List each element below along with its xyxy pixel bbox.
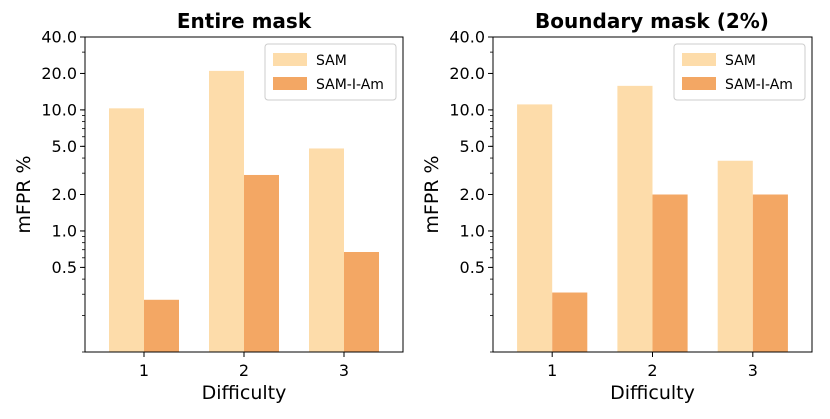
x-axis-label: Difficulty bbox=[610, 382, 695, 404]
x-tick-label: 1 bbox=[139, 361, 149, 380]
y-tick-label: 0.5 bbox=[52, 258, 77, 277]
y-tick-label: 1.0 bbox=[52, 221, 77, 240]
y-tick-label: 5.0 bbox=[52, 137, 77, 156]
bar-sam-difficulty-2 bbox=[617, 85, 653, 352]
y-tick-label: 10.0 bbox=[41, 100, 77, 119]
legend-label: SAM bbox=[725, 53, 756, 69]
bar-sam-difficulty-3 bbox=[717, 160, 753, 352]
chart-panel-1: 40.0 20.0 10.0 5.0 2.0 1.0 0.5 1 2 3 Entire mask Di… bbox=[13, 9, 404, 404]
y-tick-label: 20.0 bbox=[41, 64, 77, 83]
bar-sam-difficulty-1 bbox=[109, 108, 144, 352]
y-tick-label: 10.0 bbox=[449, 100, 485, 119]
x-tick-label: 2 bbox=[239, 361, 249, 380]
bar-sam-i-am-difficulty-2 bbox=[652, 194, 688, 352]
legend-label: SAM-I-Am bbox=[316, 77, 384, 93]
y-tick-label: 1.0 bbox=[460, 221, 485, 240]
legend-swatch-sam-i-am bbox=[682, 77, 716, 90]
y-tick-label: 20.0 bbox=[449, 64, 485, 83]
x-tick-label: 2 bbox=[647, 361, 657, 380]
legend-swatch-sam bbox=[682, 53, 716, 66]
bar-sam-i-am-difficulty-2 bbox=[244, 174, 279, 352]
y-tick-label: 2.0 bbox=[460, 185, 485, 204]
y-tick-label: 5.0 bbox=[460, 137, 485, 156]
legend-label: SAM bbox=[316, 53, 347, 69]
x-tick-label: 1 bbox=[547, 361, 557, 380]
bar-sam-i-am-difficulty-3 bbox=[344, 252, 379, 352]
bar-sam-i-am-difficulty-1 bbox=[144, 299, 179, 352]
y-tick-label: 0.5 bbox=[460, 258, 485, 277]
bar-sam-i-am-difficulty-3 bbox=[752, 194, 788, 352]
x-axis-label: Difficulty bbox=[202, 382, 287, 404]
y-axis-label: mFPR % bbox=[13, 155, 35, 233]
x-tick-label: 3 bbox=[339, 361, 349, 380]
legend-label: SAM-I-Am bbox=[725, 77, 793, 93]
bar-sam-difficulty-1 bbox=[517, 104, 553, 353]
y-tick-label: 40.0 bbox=[449, 28, 485, 47]
legend-swatch-sam-i-am bbox=[273, 77, 307, 90]
legend-swatch-sam bbox=[273, 53, 307, 66]
bar-sam-difficulty-2 bbox=[209, 70, 244, 352]
bar-sam-i-am-difficulty-1 bbox=[552, 292, 588, 352]
bar-sam-difficulty-3 bbox=[309, 148, 344, 352]
chart-title: Boundary mask (2%) bbox=[535, 9, 769, 33]
y-tick-label: 2.0 bbox=[52, 185, 77, 204]
chart-title: Entire mask bbox=[177, 9, 312, 33]
y-tick-label: 40.0 bbox=[41, 28, 77, 47]
x-tick-label: 3 bbox=[748, 361, 758, 380]
y-axis-label: mFPR % bbox=[421, 155, 443, 233]
chart-panel-2: 40.0 20.0 10.0 5.0 2.0 1.0 0.5 1 2 3 Boundary mask… bbox=[421, 9, 813, 404]
